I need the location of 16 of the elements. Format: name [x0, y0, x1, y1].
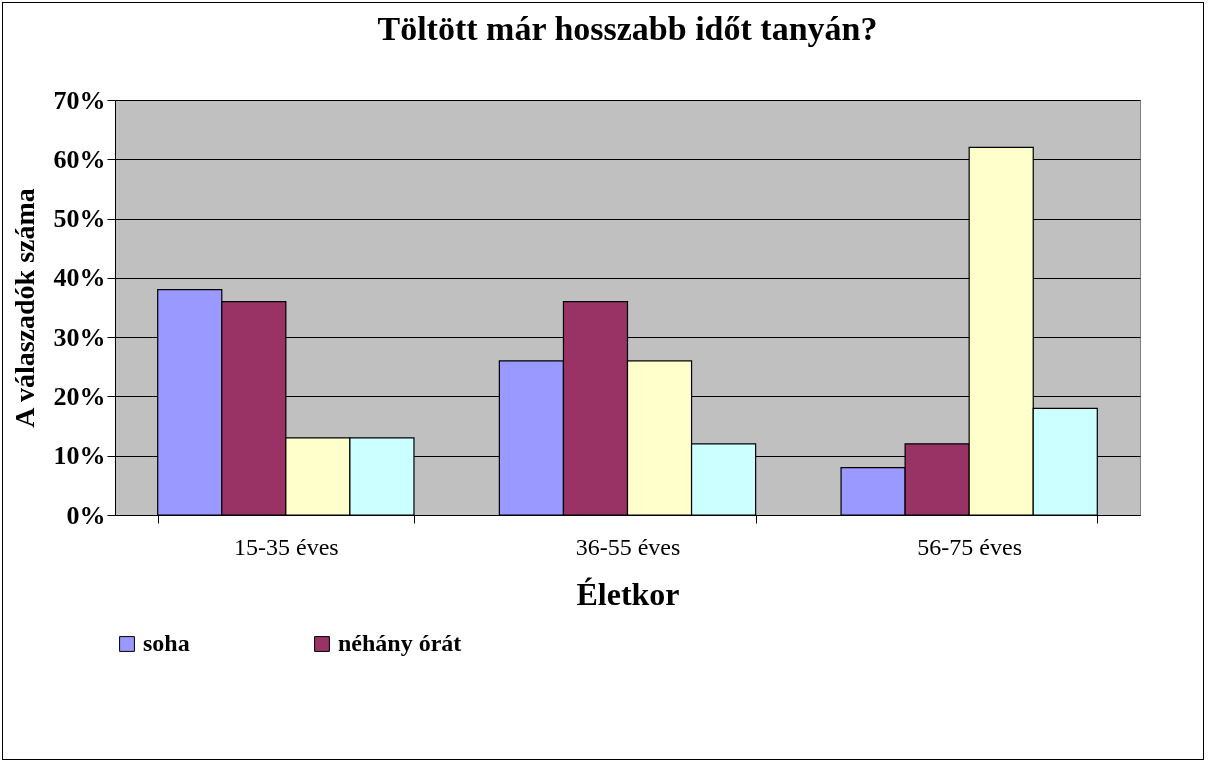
chart-title: Töltött már hosszabb időt tanyán? [377, 10, 878, 47]
x-tick-label: 56-75 éves [917, 533, 1022, 560]
y-tick-label: 0% [66, 500, 106, 530]
x-tick-label: 15-35 éves [234, 533, 339, 560]
legend-label: néhány órát [338, 630, 462, 656]
y-tick-label: 10% [53, 441, 106, 471]
y-tick-label: 40% [53, 263, 106, 293]
x-tick-label: 36-55 éves [575, 533, 681, 560]
y-tick-label: 70% [53, 85, 106, 115]
y-axis-title: A válaszadók száma [8, 188, 40, 428]
legend-label: soha [143, 630, 190, 656]
y-tick-label: 30% [53, 322, 106, 352]
x-axis-title: Életkor [576, 575, 680, 612]
y-tick-label: 60% [53, 144, 106, 174]
y-tick-label: 50% [53, 204, 106, 234]
y-tick-label: 20% [53, 381, 106, 411]
